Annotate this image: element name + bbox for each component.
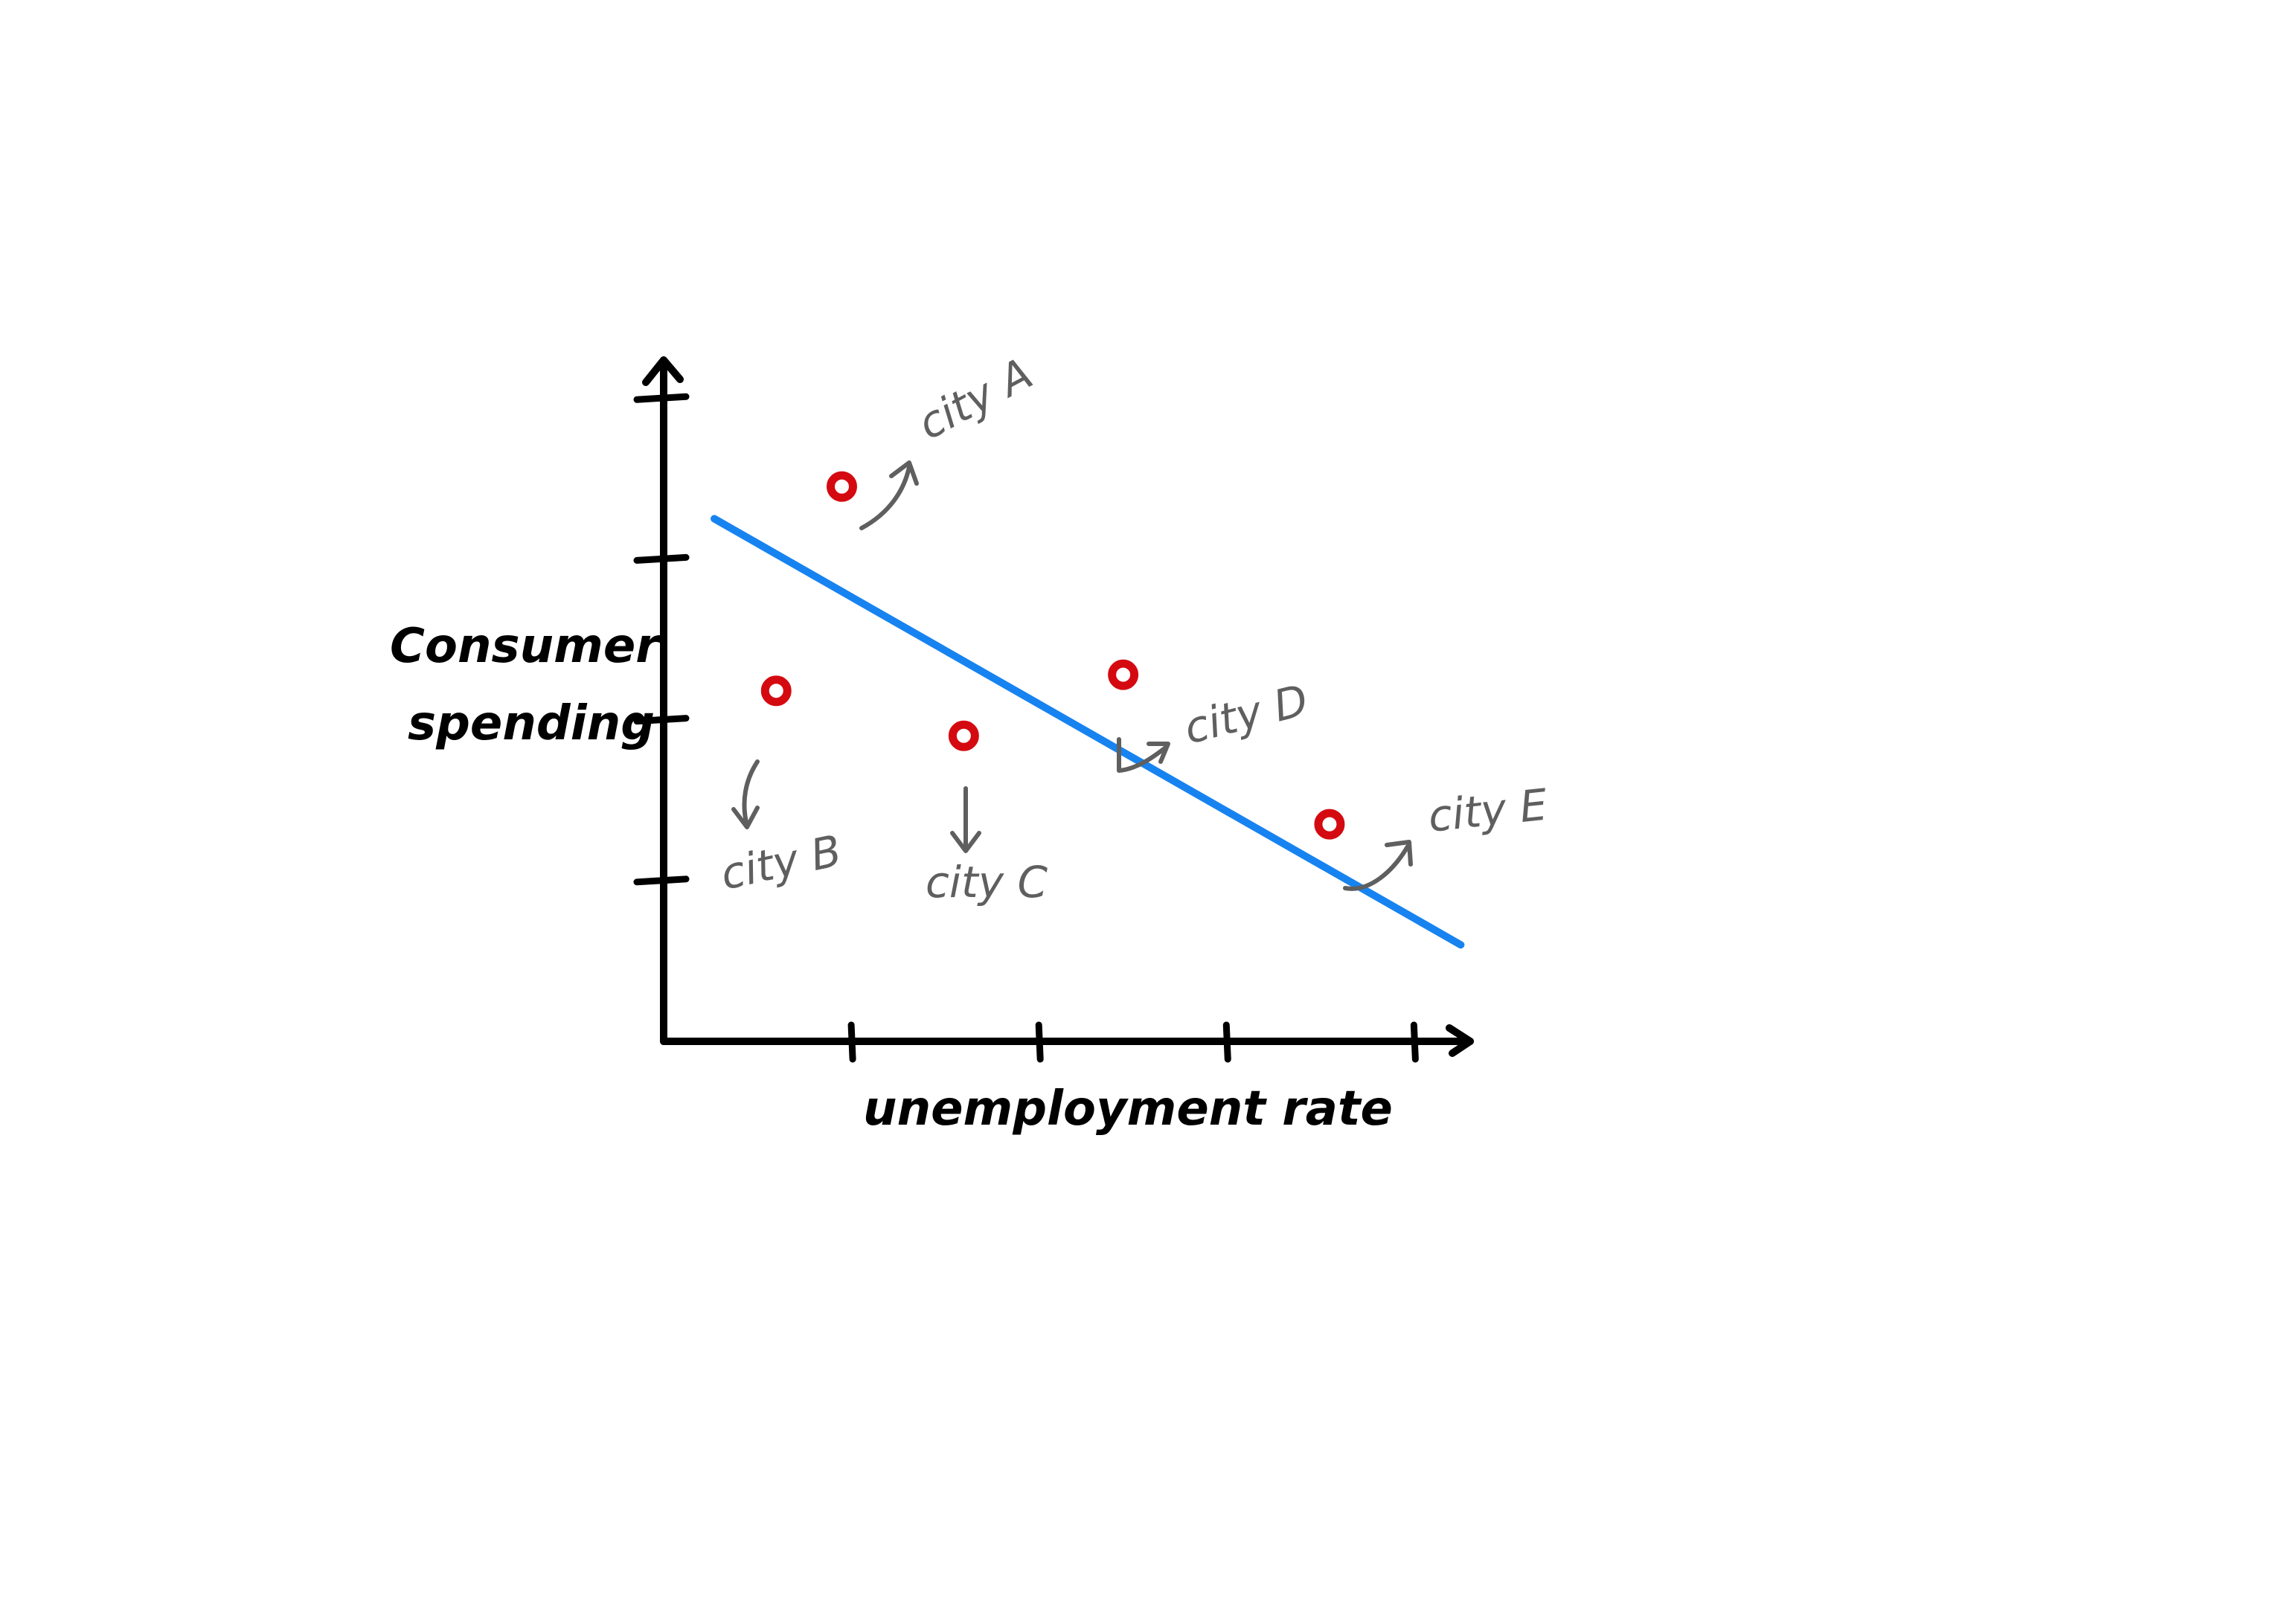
point-city-d [1108,659,1139,690]
arrow-city-d-head-icon [1147,742,1170,764]
arrow-city-e-head-icon [1385,840,1413,867]
annotation-arrows [731,460,1413,891]
x-axis-label: unemployment rate [863,1082,1393,1137]
point-city-c [948,720,979,751]
arrow-city-b-head-icon [731,806,760,829]
y-tick-3 [633,553,690,564]
label-city-e: city E [1426,780,1550,842]
x-tick-4 [1410,1021,1419,1063]
label-city-c: city C [926,857,1048,907]
label-city-b: city B [716,825,846,899]
point-city-b [760,675,792,707]
arrow-city-d-icon [1117,737,1169,773]
x-tick-1 [847,1021,856,1063]
y-tick-1 [633,875,690,886]
label-city-a: city A [910,348,1041,450]
x-tick-2 [1035,1021,1044,1063]
point-city-a [826,471,857,502]
data-points [760,471,1345,840]
trend-line [711,515,1465,949]
x-axis-ticks [847,1021,1419,1063]
arrow-city-e-icon [1343,844,1410,891]
y-axis-arrow-icon [642,356,684,386]
arrow-city-b-icon [742,759,760,828]
arrow-city-a-head-icon [889,460,919,486]
point-city-e [1314,809,1345,840]
y-axis-ticks [633,393,690,886]
arrow-city-a-icon [859,465,911,530]
arrow-city-c-head-icon [950,831,981,853]
y-tick-4 [633,393,690,403]
y-tick-2 [633,715,690,725]
label-city-d: city D [1179,675,1313,754]
axes [642,356,1474,1057]
y-axis-label-line-2: spending [408,696,655,751]
x-axis-arrow-icon [1446,1024,1474,1057]
y-axis-label-line-1: Consumer [390,619,661,674]
x-tick-3 [1222,1021,1231,1063]
